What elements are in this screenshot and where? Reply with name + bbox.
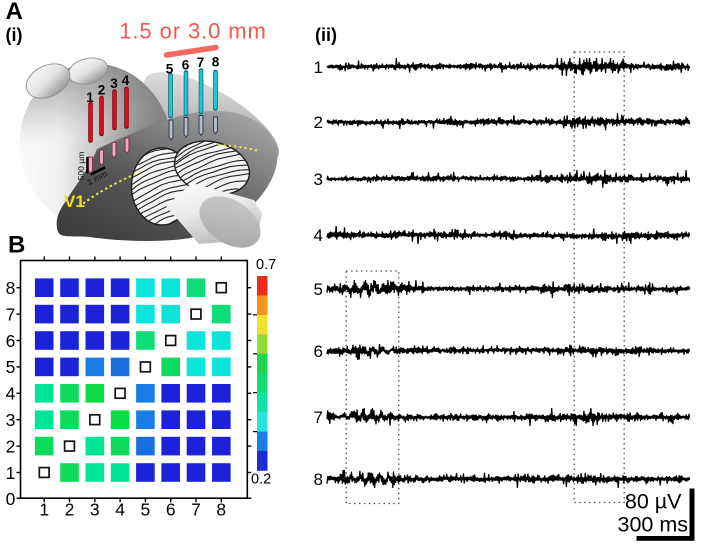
svg-text:4: 4: [6, 384, 16, 404]
svg-text:5: 5: [166, 62, 174, 77]
svg-text:8: 8: [6, 278, 16, 298]
svg-text:3: 3: [110, 76, 118, 91]
svg-text:3: 3: [314, 170, 323, 189]
svg-text:500 µm: 500 µm: [76, 152, 86, 181]
svg-text:3: 3: [6, 410, 16, 430]
svg-text:1: 1: [86, 90, 94, 105]
svg-text:B: B: [8, 232, 25, 259]
svg-text:4: 4: [314, 226, 323, 245]
svg-text:6: 6: [166, 499, 176, 519]
svg-text:(ii): (ii): [315, 25, 337, 45]
svg-text:1: 1: [6, 463, 16, 483]
svg-text:A: A: [6, 0, 23, 25]
svg-text:8: 8: [212, 55, 220, 70]
svg-text:5: 5: [314, 280, 323, 299]
svg-text:5: 5: [141, 499, 151, 519]
svg-text:V1: V1: [64, 192, 85, 211]
svg-text:6: 6: [182, 58, 190, 73]
svg-text:5: 5: [6, 357, 16, 377]
svg-text:2: 2: [314, 113, 323, 132]
svg-text:4: 4: [122, 73, 130, 88]
svg-text:1: 1: [314, 58, 323, 77]
svg-text:(i): (i): [6, 25, 23, 45]
svg-text:0.2: 0.2: [251, 472, 271, 488]
svg-text:2: 2: [65, 499, 75, 519]
svg-text:3: 3: [90, 499, 100, 519]
svg-text:8: 8: [314, 470, 323, 489]
svg-text:7: 7: [197, 55, 205, 70]
svg-text:7: 7: [314, 408, 323, 427]
svg-text:300 ms: 300 ms: [617, 513, 688, 537]
svg-text:1: 1: [39, 499, 49, 519]
svg-text:8: 8: [216, 499, 226, 519]
svg-text:6: 6: [314, 342, 323, 361]
svg-text:6: 6: [6, 331, 16, 351]
svg-text:7: 7: [6, 304, 16, 324]
svg-text:0.7: 0.7: [256, 257, 276, 273]
svg-text:2: 2: [6, 436, 16, 456]
svg-text:7: 7: [191, 499, 201, 519]
svg-text:0: 0: [6, 489, 16, 509]
svg-text:1.5 or 3.0 mm: 1.5 or 3.0 mm: [119, 19, 266, 44]
svg-text:2: 2: [98, 83, 106, 98]
svg-text:80 µV: 80 µV: [625, 490, 682, 514]
svg-text:4: 4: [115, 499, 125, 519]
